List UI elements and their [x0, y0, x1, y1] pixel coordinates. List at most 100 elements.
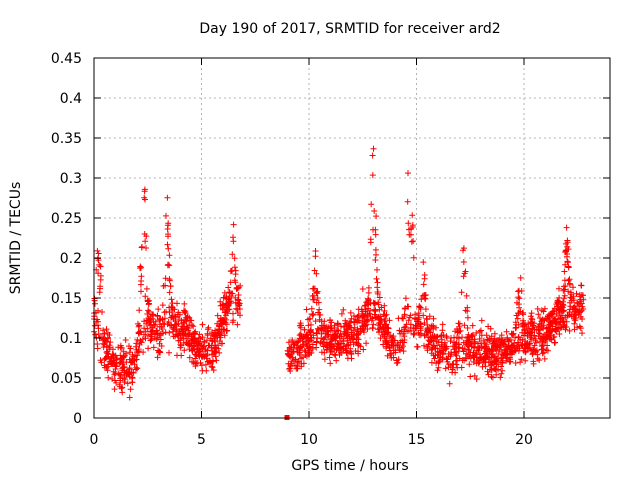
data-point: [514, 299, 520, 306]
data-point: [347, 318, 354, 325]
data-point: [496, 346, 503, 353]
data-point: [172, 333, 178, 340]
data-point: [437, 349, 444, 356]
data-point: [532, 337, 539, 344]
data-point: [96, 261, 103, 268]
data-point: [144, 325, 151, 332]
data-point: [138, 339, 145, 346]
data-point: [480, 337, 487, 344]
data-point: [566, 327, 573, 334]
data-point: [419, 292, 426, 299]
data-point: [438, 333, 445, 339]
data-point: [100, 337, 106, 344]
data-point: [477, 354, 484, 360]
data-point: [541, 305, 548, 312]
data-point: [133, 346, 140, 353]
data-point: [509, 331, 516, 338]
data-point: [557, 312, 563, 319]
data-point: [113, 379, 120, 386]
data-point: [348, 350, 355, 357]
data-point: [235, 292, 242, 298]
data-point: [414, 343, 420, 350]
data-point: [409, 222, 416, 229]
data-point: [204, 337, 210, 344]
data-point: [308, 326, 314, 333]
data-point: [162, 329, 169, 336]
data-point: [202, 361, 209, 368]
y-tick-label: 0.45: [51, 51, 82, 67]
data-point: [104, 350, 111, 357]
data-point: [123, 369, 130, 376]
data-point: [182, 316, 189, 323]
data-point: [196, 351, 203, 358]
data-point: [395, 356, 402, 363]
data-point: [225, 284, 232, 291]
data-point: [340, 306, 347, 313]
data-point: [384, 352, 391, 359]
data-point: [559, 304, 566, 311]
data-point: [425, 334, 432, 341]
data-point: [442, 346, 449, 353]
data-point: [368, 201, 375, 208]
y-tick-label: 0.15: [51, 291, 82, 307]
data-point: [528, 329, 535, 336]
data-point: [216, 331, 223, 338]
data-point: [230, 238, 237, 245]
data-point: [301, 326, 308, 333]
data-point: [181, 300, 188, 307]
data-point: [159, 302, 166, 309]
data-point: [441, 344, 448, 351]
data-point: [200, 344, 207, 350]
data-point: [122, 337, 129, 343]
data-point: [122, 376, 129, 383]
data-point: [405, 220, 412, 227]
data-point: [516, 304, 523, 311]
data-point: [541, 355, 548, 362]
data-point: [223, 328, 230, 334]
data-point: [92, 331, 99, 338]
data-point: [577, 325, 584, 332]
data-point: [489, 374, 496, 381]
data-point: [418, 323, 424, 330]
plot-frame: [93, 57, 611, 419]
data-point: [384, 329, 391, 336]
data-point: [561, 286, 568, 293]
data-point: [541, 317, 548, 324]
data-point: [428, 323, 435, 330]
data-point: [182, 308, 189, 315]
data-point: [528, 336, 535, 343]
data-point: [138, 278, 145, 284]
data-point: [443, 333, 450, 340]
data-point: [378, 328, 385, 335]
data-point: [514, 315, 521, 322]
data-point: [95, 250, 102, 257]
data-point: [231, 277, 238, 284]
data-point: [551, 333, 558, 340]
data-point: [166, 289, 173, 296]
data-point: [381, 312, 388, 319]
data-point: [450, 364, 457, 371]
data-point: [401, 324, 408, 331]
data-point: [459, 357, 466, 364]
data-point: [459, 334, 465, 341]
data-point: [473, 376, 480, 383]
data-point: [427, 337, 434, 344]
data-point: [376, 294, 383, 301]
data-point: [443, 355, 450, 362]
data-point: [289, 337, 296, 344]
data-point: [365, 284, 372, 291]
data-point: [154, 330, 161, 337]
data-point: [306, 337, 313, 344]
data-point: [561, 268, 568, 275]
data-point: [400, 343, 406, 350]
data-point: [401, 311, 408, 318]
data-point: [495, 366, 502, 373]
data-point: [403, 321, 410, 328]
y-tick-label: 0.25: [51, 211, 82, 227]
data-point: [519, 320, 526, 327]
data-point: [358, 306, 365, 313]
data-point: [520, 347, 527, 354]
data-point: [209, 351, 215, 358]
data-point: [467, 373, 474, 380]
data-point: [505, 338, 512, 345]
